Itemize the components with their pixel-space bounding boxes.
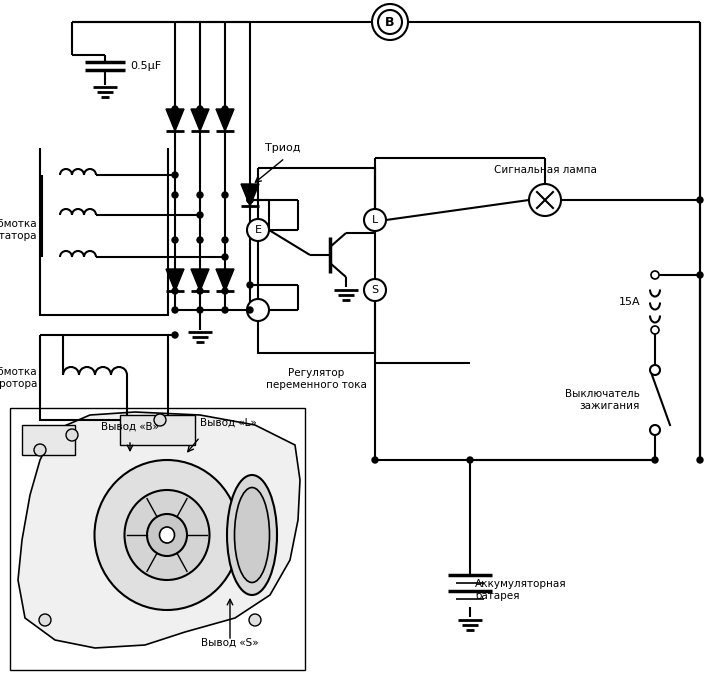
Text: S: S xyxy=(371,285,378,295)
Text: Сигнальная лампа: Сигнальная лампа xyxy=(494,165,597,175)
Circle shape xyxy=(172,307,178,313)
Polygon shape xyxy=(216,109,234,131)
Ellipse shape xyxy=(147,514,187,556)
Ellipse shape xyxy=(227,475,277,595)
Circle shape xyxy=(66,429,78,441)
Polygon shape xyxy=(18,412,300,648)
Polygon shape xyxy=(120,415,195,445)
Text: Вывод «S»: Вывод «S» xyxy=(201,638,259,648)
Polygon shape xyxy=(166,269,184,291)
Circle shape xyxy=(697,272,703,278)
Circle shape xyxy=(222,192,228,198)
Ellipse shape xyxy=(160,527,175,543)
Circle shape xyxy=(39,614,51,626)
Text: Обмотка
статора: Обмотка статора xyxy=(0,219,37,241)
Circle shape xyxy=(372,4,408,40)
Ellipse shape xyxy=(234,488,270,583)
Circle shape xyxy=(247,219,269,241)
Circle shape xyxy=(197,307,203,313)
Circle shape xyxy=(247,282,253,288)
Circle shape xyxy=(34,444,46,456)
Circle shape xyxy=(364,279,386,301)
Circle shape xyxy=(197,106,203,112)
Text: E: E xyxy=(254,225,262,235)
Ellipse shape xyxy=(125,490,210,580)
Circle shape xyxy=(651,326,659,334)
Text: Триод: Триод xyxy=(265,143,300,153)
Circle shape xyxy=(197,192,203,198)
Circle shape xyxy=(172,172,178,178)
Circle shape xyxy=(197,212,203,218)
Ellipse shape xyxy=(94,460,239,610)
Text: Аккумуляторная
батарея: Аккумуляторная батарея xyxy=(475,579,567,601)
Circle shape xyxy=(529,184,561,216)
Circle shape xyxy=(172,106,178,112)
Circle shape xyxy=(197,288,203,294)
Polygon shape xyxy=(166,109,184,131)
Circle shape xyxy=(154,414,166,426)
Circle shape xyxy=(697,457,703,463)
Circle shape xyxy=(247,197,253,203)
Circle shape xyxy=(697,197,703,203)
Circle shape xyxy=(467,457,473,463)
Circle shape xyxy=(222,254,228,260)
Circle shape xyxy=(172,192,178,198)
Circle shape xyxy=(650,365,660,375)
Polygon shape xyxy=(22,425,75,455)
Polygon shape xyxy=(191,109,209,131)
Circle shape xyxy=(364,209,386,231)
Circle shape xyxy=(172,332,178,338)
Circle shape xyxy=(222,288,228,294)
Text: Вывод «L»: Вывод «L» xyxy=(200,418,257,428)
Circle shape xyxy=(197,237,203,243)
Text: Регулятор
переменного тока: Регулятор переменного тока xyxy=(265,368,366,390)
Text: Выключатель
зажигания: Выключатель зажигания xyxy=(565,389,640,411)
Circle shape xyxy=(222,237,228,243)
Circle shape xyxy=(247,197,253,203)
Circle shape xyxy=(222,106,228,112)
Text: L: L xyxy=(372,215,378,225)
Circle shape xyxy=(247,299,269,321)
Polygon shape xyxy=(191,269,209,291)
Text: 0.5μF: 0.5μF xyxy=(130,61,161,71)
Text: B: B xyxy=(385,16,394,29)
Text: Вывод «B»: Вывод «B» xyxy=(101,422,159,432)
Text: 15A: 15A xyxy=(618,297,640,307)
Polygon shape xyxy=(216,269,234,291)
Circle shape xyxy=(222,307,228,313)
Circle shape xyxy=(172,288,178,294)
Polygon shape xyxy=(241,184,259,206)
Circle shape xyxy=(247,307,253,313)
Circle shape xyxy=(652,457,658,463)
Circle shape xyxy=(249,614,261,626)
Text: Обмотка
ротора: Обмотка ротора xyxy=(0,367,37,389)
Circle shape xyxy=(378,10,402,34)
Circle shape xyxy=(372,457,378,463)
Circle shape xyxy=(651,271,659,279)
Circle shape xyxy=(172,237,178,243)
Circle shape xyxy=(650,425,660,435)
